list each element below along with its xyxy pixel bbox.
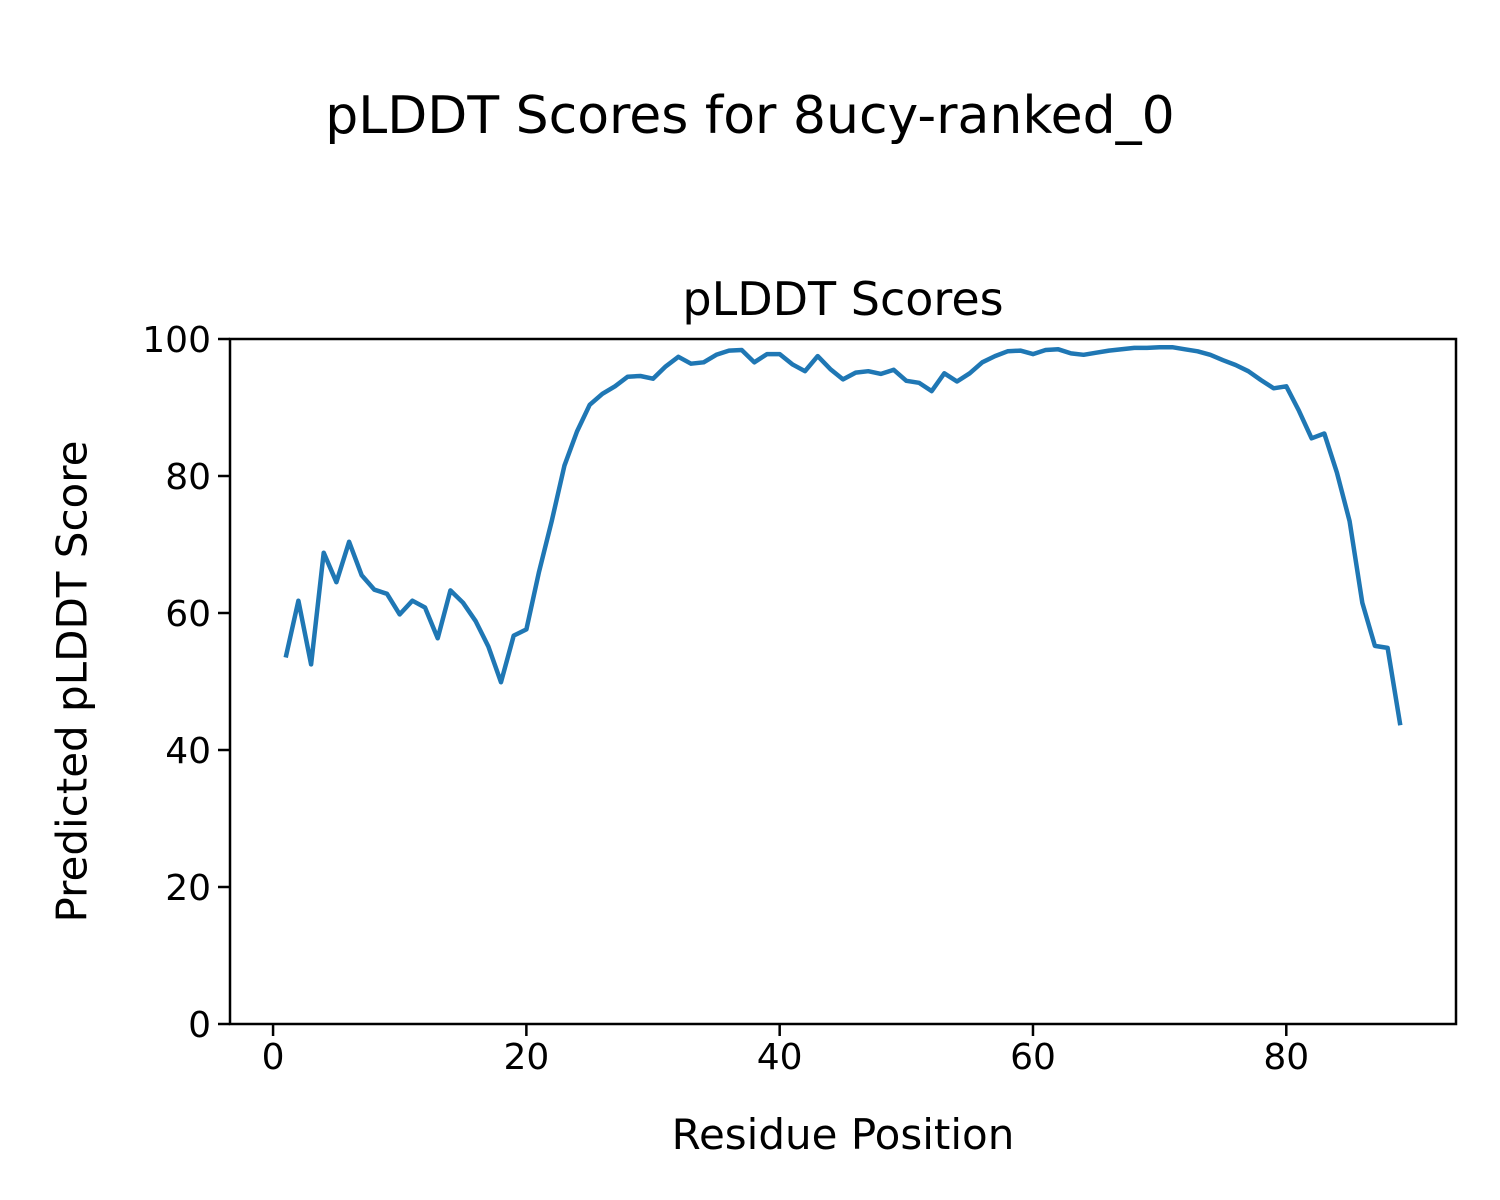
y-tick-label: 100 xyxy=(142,320,211,361)
plddt-data-line xyxy=(283,344,1403,726)
plot-border xyxy=(228,337,1458,1026)
y-tick-label: 40 xyxy=(165,731,211,772)
x-tick-label: 0 xyxy=(262,1037,285,1078)
x-axis-label: Residue Position xyxy=(671,1110,1015,1159)
x-tick-label: 80 xyxy=(1263,1037,1309,1078)
x-tick-label: 60 xyxy=(1010,1037,1056,1078)
x-tick-label: 20 xyxy=(503,1037,549,1078)
y-tick-label: 20 xyxy=(165,868,211,909)
y-axis-label-container: Predicted pLDDT Score xyxy=(26,339,118,1024)
x-tick-label: 40 xyxy=(757,1037,803,1078)
y-tick-label: 0 xyxy=(188,1005,211,1046)
axes-title: pLDDT Scores xyxy=(682,272,1004,326)
y-tick-label: 60 xyxy=(165,594,211,635)
y-axis-label: Predicted pLDDT Score xyxy=(47,440,97,923)
figure-suptitle: pLDDT Scores for 8ucy-ranked_0 xyxy=(325,86,1175,146)
y-tick-label: 80 xyxy=(165,457,211,498)
